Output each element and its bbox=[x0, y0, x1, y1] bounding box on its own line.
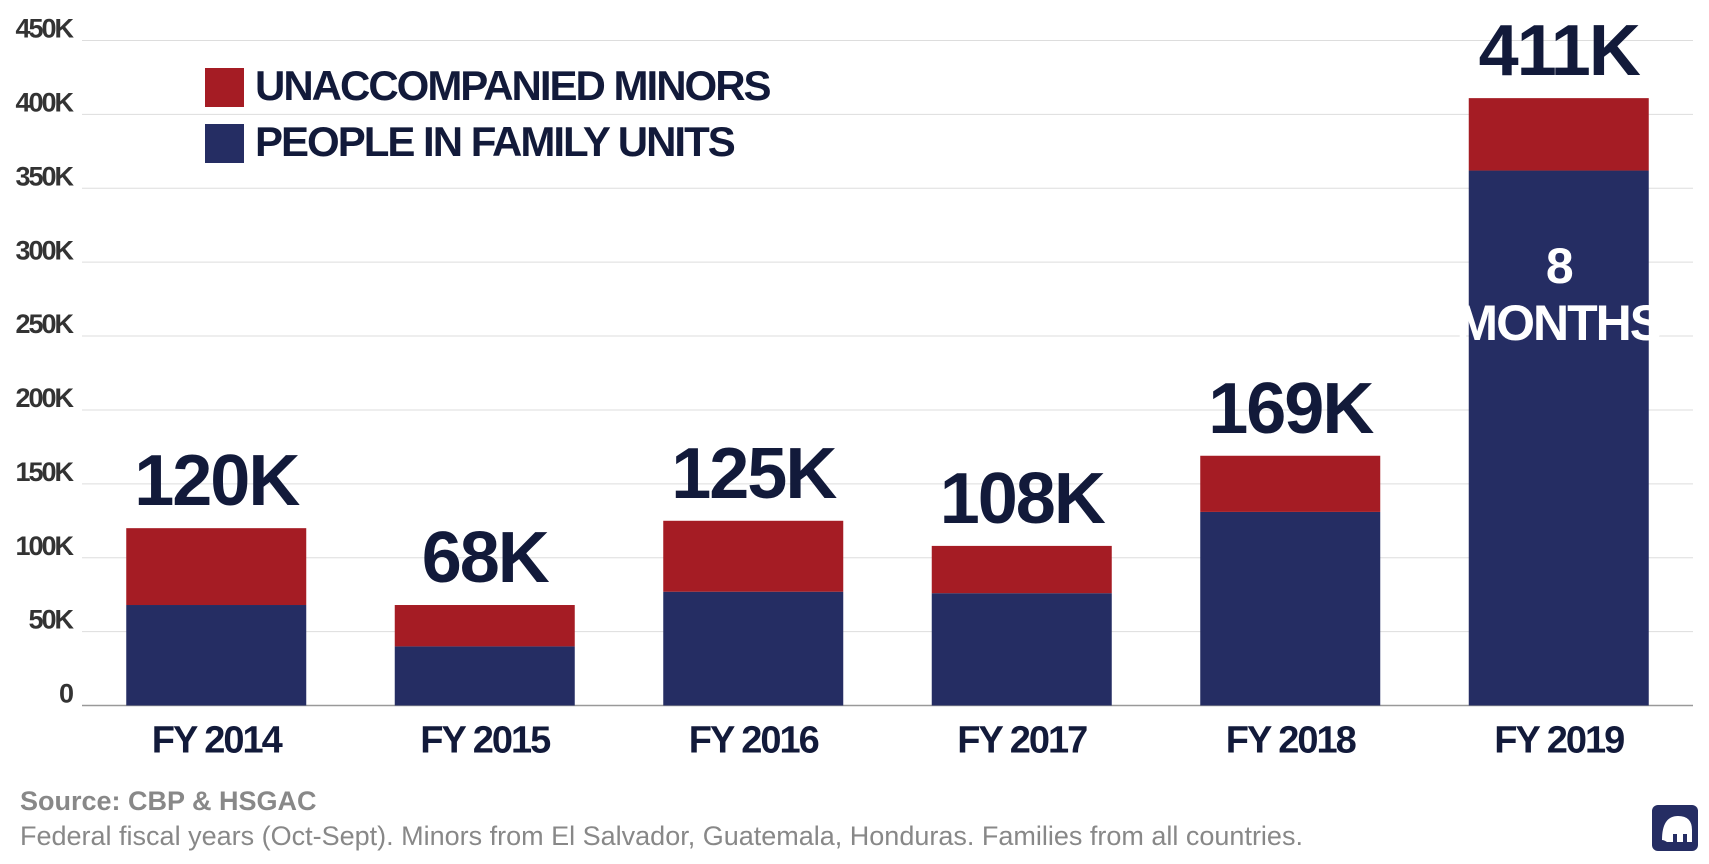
y-tick-label: 100K bbox=[15, 531, 74, 561]
total-label: 169K bbox=[1208, 369, 1374, 449]
bar-segment bbox=[126, 605, 307, 706]
legend-swatch bbox=[205, 124, 244, 163]
total-label: 125K bbox=[671, 434, 837, 514]
total-label: 108K bbox=[940, 459, 1106, 539]
legend-swatch bbox=[205, 68, 244, 107]
x-tick-label: FY 2016 bbox=[689, 720, 819, 762]
bar-segment bbox=[931, 545, 1112, 594]
y-tick-label: 150K bbox=[15, 457, 74, 487]
x-tick-label: FY 2015 bbox=[420, 720, 551, 762]
y-tick-label: 250K bbox=[15, 309, 74, 339]
y-tick-label: 450K bbox=[15, 14, 74, 44]
bar-segment bbox=[663, 520, 844, 592]
note: Federal fiscal years (Oct-Sept). Minors … bbox=[20, 821, 1303, 851]
y-tick-label: 350K bbox=[15, 161, 74, 191]
bar-segment bbox=[1468, 170, 1649, 706]
x-tick-label: FY 2018 bbox=[1226, 720, 1356, 762]
bar-segment bbox=[126, 528, 307, 606]
bar-annotation: MONTHS bbox=[1456, 295, 1661, 351]
total-label: 411K bbox=[1479, 11, 1641, 91]
y-tick-label: 300K bbox=[15, 235, 74, 265]
source: Source: CBP & HSGAC bbox=[20, 786, 317, 816]
x-tick-label: FY 2019 bbox=[1494, 720, 1624, 762]
legend-label: UNACCOMPANIED MINORS bbox=[255, 62, 771, 109]
total-label: 120K bbox=[134, 441, 300, 521]
bar-segment bbox=[663, 591, 844, 706]
legend-label: PEOPLE IN FAMILY UNITS bbox=[255, 118, 735, 165]
bar-segment bbox=[1200, 511, 1381, 706]
y-tick-label: 50K bbox=[28, 605, 74, 635]
bar-segment bbox=[1200, 455, 1381, 512]
y-tick-label: 400K bbox=[15, 88, 74, 118]
y-tick-label: 200K bbox=[15, 383, 74, 413]
total-label: 68K bbox=[422, 518, 550, 598]
bar-segment bbox=[394, 646, 575, 706]
bar-annotation: 8 bbox=[1546, 238, 1573, 294]
logo bbox=[1652, 805, 1698, 851]
x-tick-label: FY 2014 bbox=[152, 720, 283, 762]
bar-segment bbox=[931, 593, 1112, 706]
y-tick-label: 0 bbox=[59, 679, 73, 709]
x-tick-label: FY 2017 bbox=[957, 720, 1087, 762]
bar-segment bbox=[394, 605, 575, 647]
bar-segment bbox=[1468, 98, 1649, 171]
